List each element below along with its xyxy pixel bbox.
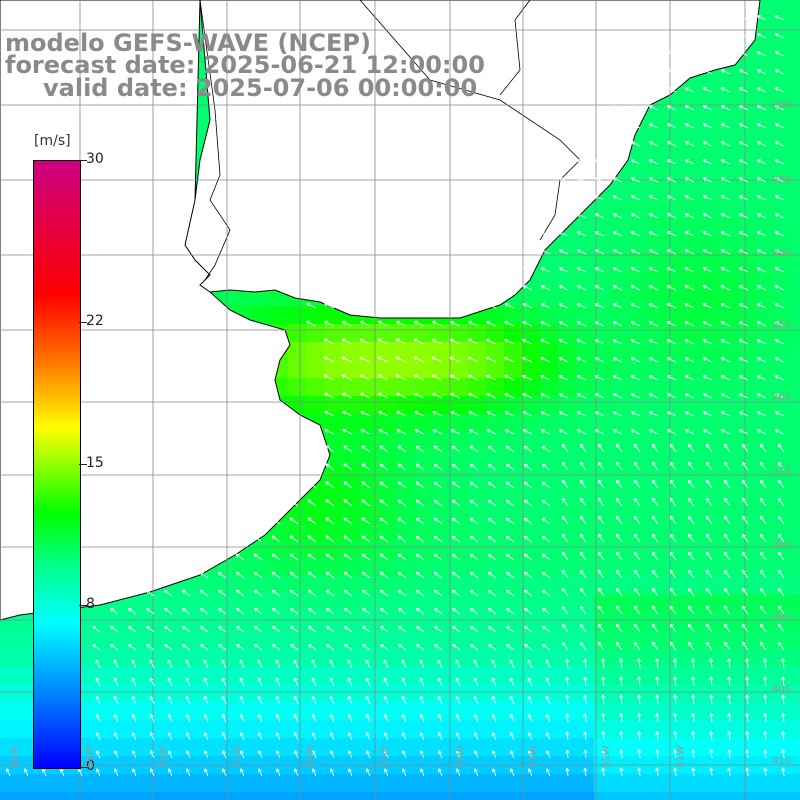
land-mask (0, 0, 761, 621)
latitude-label: 41S (772, 756, 792, 767)
latitude-label: 37S (772, 466, 792, 477)
latitude-label: 38S (772, 540, 792, 551)
model-title: modelo GEFS-WAVE (NCEP) (5, 29, 371, 57)
colorbar-tick-label: 22 (86, 312, 104, 329)
latitude-label: 35S (772, 320, 792, 331)
longitude-label: 57W (232, 745, 243, 768)
colorbar-tick-label: 15 (86, 454, 104, 471)
latitude-label: 32S (772, 100, 792, 111)
colorbar-tick-mark (79, 463, 87, 465)
longitude-label: 55W (380, 745, 391, 768)
latitude-label: 40S (772, 684, 792, 695)
longitude-label: 54W (455, 745, 466, 768)
wind-vectors (6, 15, 786, 777)
land-area (0, 0, 761, 621)
longitude-label: 58W (158, 745, 169, 768)
colorbar-tick-mark (79, 321, 87, 323)
colorbar-tick-mark (79, 767, 87, 768)
colorbar-tick-label: 0 (86, 758, 95, 774)
colorbar-tick-label: 30 (86, 151, 104, 167)
latitude-label: 36S (772, 392, 792, 403)
colorbar-unit: [m/s] (34, 133, 71, 149)
longitude-label: 59W (85, 745, 96, 768)
longitude-label: 52W (601, 745, 612, 768)
colorbar-tick-mark (79, 605, 87, 607)
forecast-date: forecast date: 2025-06-21 12:00:00 (5, 51, 485, 79)
latitude-label: 33S (772, 175, 792, 186)
longitude-label: 60W (10, 745, 21, 768)
latitude-label: 34S (772, 248, 792, 259)
longitude-label: 53W (528, 745, 539, 768)
valid-date: valid date: 2025-07-06 00:00:00 (43, 74, 478, 102)
latitude-label: 39S (772, 612, 792, 623)
longitude-label: 56W (305, 745, 316, 768)
colorbar (33, 160, 81, 769)
border-lines (199, 0, 581, 281)
colorbar-tick-mark (79, 160, 87, 161)
longitude-label: 51W (675, 745, 686, 768)
colorbar-tick-label: 8 (86, 596, 95, 613)
